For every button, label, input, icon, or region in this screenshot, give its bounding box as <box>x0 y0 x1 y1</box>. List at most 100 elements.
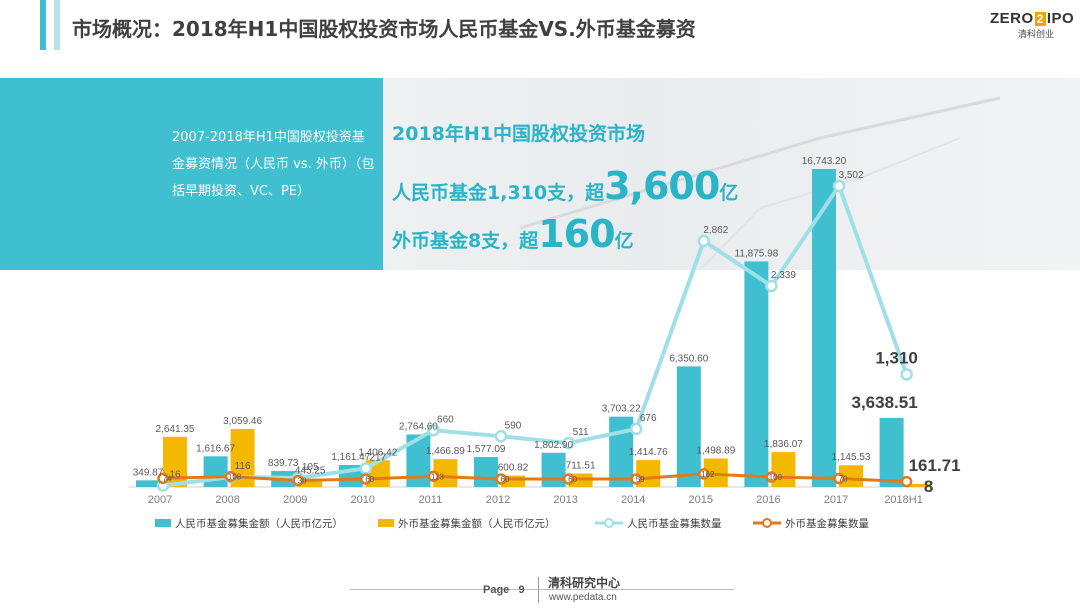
data-label-fx-amount: 1,498.89 <box>696 446 735 457</box>
point-rmb-count <box>562 436 575 450</box>
bar-fx-amount <box>298 478 323 487</box>
headline-line3: 外币基金8支，超160亿 <box>392 212 634 256</box>
page-title: 市场概况：2018年H1中国股权投资市场人民币基金VS.外币基金募资 <box>72 17 696 41</box>
point-rmb-count <box>494 430 508 443</box>
bar-fx-amount <box>839 465 863 487</box>
data-label-rmb-count: 1,310 <box>875 348 918 367</box>
point-rmb-count <box>629 422 643 436</box>
data-label-rmb-amount: 6,350.60 <box>669 353 708 364</box>
point-rmb-count <box>832 179 846 193</box>
data-label-rmb-amount: 1,616.67 <box>196 443 235 454</box>
data-label-fx-amount: 1,414.76 <box>629 447 668 458</box>
point-fx-count <box>495 473 507 485</box>
data-label-fx-count: 113 <box>431 472 444 481</box>
bar-fx-amount <box>771 452 796 487</box>
data-label-fx-count: 60 <box>365 475 374 484</box>
data-label-fx-amount: 445.25 <box>295 466 326 477</box>
x-tick-label: 2012 <box>486 494 510 506</box>
point-fx-count <box>833 472 845 485</box>
point-fx-count <box>427 470 440 483</box>
data-label-rmb-amount: 11,875.98 <box>735 248 779 259</box>
legend-marker <box>762 518 772 528</box>
data-label-rmb-count: 105 <box>302 462 319 473</box>
legend-swatch <box>155 519 171 527</box>
data-label-rmb-amount: 1,802.90 <box>534 440 573 451</box>
legend-label: 人民币基金募集数量 <box>627 517 722 530</box>
x-tick-label: 2008 <box>215 494 239 506</box>
data-label-rmb-count: 511 <box>573 427 589 438</box>
logo-subtitle: 清科创业 <box>1018 30 1055 40</box>
point-fx-count <box>562 473 575 485</box>
summary-panel: 2007-2018年H1中国股权投资基金募资情况（人民币 vs. 外币）（包括早… <box>0 78 383 270</box>
point-rmb-count <box>765 279 778 293</box>
x-tick-label: 2018H1 <box>884 494 923 506</box>
bar-rmb-amount <box>812 169 836 487</box>
point-rmb-count <box>697 234 711 248</box>
point-fx-count <box>698 468 710 480</box>
point-rmb-count <box>900 368 913 381</box>
footer-divider <box>350 589 734 590</box>
legend-label: 外币基金募集金额（人民币亿元） <box>398 517 556 530</box>
data-label-rmb-count: 16 <box>169 470 181 481</box>
data-label-rmb-amount: 16,743.20 <box>802 156 847 167</box>
data-label-rmb-amount: 1,577.09 <box>467 444 506 455</box>
bar-rmb-amount <box>474 457 498 487</box>
bar-rmb-amount <box>879 417 904 487</box>
bar-rmb-amount <box>676 366 701 487</box>
data-label-fx-count: 30 <box>298 477 307 486</box>
data-label-fx-count: 8 <box>924 477 933 496</box>
line-fx-count <box>162 472 907 484</box>
header: 市场概况：2018年H1中国股权投资市场人民币基金VS.外币基金募资 <box>0 0 1080 62</box>
footer-separator <box>538 577 539 603</box>
legend-label: 人民币基金募集金额（人民币亿元） <box>175 517 343 530</box>
point-fx-count <box>630 473 642 485</box>
data-label-rmb-count: 660 <box>437 414 454 425</box>
line-rmb-count <box>162 181 909 488</box>
data-label-fx-amount: 1,466.89 <box>426 446 465 457</box>
x-tick-label: 2011 <box>419 494 443 506</box>
bar-rmb-amount <box>744 261 769 487</box>
point-fx-count <box>765 471 778 483</box>
x-tick-label: 2010 <box>351 494 375 506</box>
data-label-rmb-count: 590 <box>505 420 522 431</box>
data-label-fx-count: 60 <box>568 475 577 484</box>
data-label-rmb-count: 116 <box>235 461 251 472</box>
data-label-rmb-count: 217 <box>369 452 386 463</box>
point-rmb-count <box>427 424 440 437</box>
bar-rmb-amount <box>203 456 228 487</box>
headline-line2: 人民币基金1,310支，超3,600亿 <box>392 164 739 208</box>
x-tick-label: 2013 <box>553 494 577 506</box>
data-label-rmb-amount: 3,638.51 <box>852 393 918 412</box>
legend-label: 外币基金募集数量 <box>785 517 869 530</box>
data-label-rmb-amount: 3,703.22 <box>602 404 641 415</box>
hero-decoration <box>519 96 1001 270</box>
logo-brand: ZERO 2 IPO <box>990 10 1075 27</box>
header-accent-bar-light <box>54 0 60 50</box>
bar-rmb-amount <box>136 480 160 487</box>
data-label-fx-amount: 1,145.53 <box>832 452 871 463</box>
header-accent-bar <box>40 0 46 50</box>
panel-description: 2007-2018年H1中国股权投资基金募资情况（人民币 vs. 外币）（包括早… <box>172 130 375 199</box>
data-label-fx-amount: 600.82 <box>498 463 529 474</box>
data-label-fx-count: 108 <box>228 473 242 482</box>
data-label-fx-amount: 3,059.46 <box>223 416 262 427</box>
footer-url: www.pedata.cn <box>549 592 617 603</box>
page-number: Page 9 <box>483 584 525 596</box>
data-label-fx-count: 59 <box>636 475 645 484</box>
legend-swatch <box>378 519 394 527</box>
data-label-rmb-count: 676 <box>640 413 657 424</box>
data-label-fx-amount: 2,641.35 <box>156 424 195 435</box>
bar-rmb-amount <box>541 452 566 487</box>
x-tick-label: 2017 <box>824 494 848 506</box>
data-label-rmb-amount: 2,764.60 <box>399 421 438 432</box>
point-fx-count <box>224 470 237 483</box>
data-label-rmb-amount: 349.87 <box>133 467 164 478</box>
data-label-fx-amount: 161.71 <box>909 456 961 475</box>
data-label-fx-count: 100 <box>769 473 783 482</box>
x-tick-label: 2007 <box>148 494 172 506</box>
x-tick-label: 2015 <box>689 494 713 506</box>
data-label-rmb-count: 2,339 <box>771 270 796 281</box>
point-rmb-count <box>359 462 373 475</box>
x-tick-label: 2016 <box>756 494 780 506</box>
